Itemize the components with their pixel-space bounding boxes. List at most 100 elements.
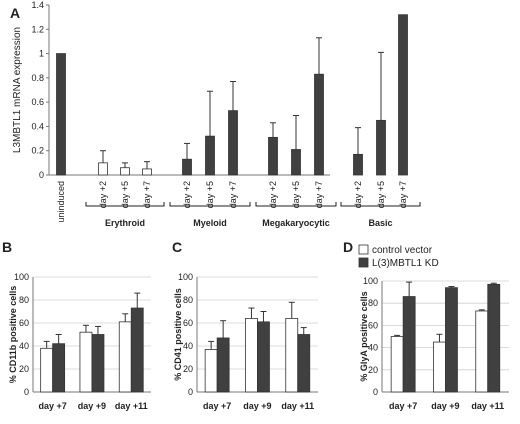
x-tick-label: day +9 bbox=[431, 401, 459, 411]
x-tick-label: day +2 bbox=[268, 181, 278, 208]
group-bracket bbox=[85, 202, 165, 207]
bar bbox=[433, 341, 446, 393]
bar bbox=[142, 168, 152, 176]
y-tick-label: 80 bbox=[19, 295, 29, 305]
bar bbox=[98, 162, 108, 176]
bar bbox=[245, 317, 258, 393]
y-tick-label: 100 bbox=[363, 276, 378, 286]
y-tick-label: 80 bbox=[368, 298, 378, 308]
y-tick-label: 1.2 bbox=[31, 24, 44, 34]
panel-d-chart: D 0 20 40 60 80 100 % GlyA positive cells day +7… bbox=[343, 239, 509, 411]
bar bbox=[390, 336, 404, 393]
bar bbox=[204, 349, 218, 393]
x-tick-label: day +9 bbox=[78, 401, 106, 411]
x-tick-label: day +7 bbox=[314, 181, 324, 208]
y-tick-label: 40 bbox=[183, 341, 193, 351]
y-tick-label: 60 bbox=[19, 318, 29, 328]
bar bbox=[402, 296, 416, 393]
x-tick-label: day +5 bbox=[291, 181, 301, 208]
bar bbox=[205, 135, 215, 176]
x-tick-label: day +11 bbox=[115, 401, 148, 411]
x-tick-label: day +7 bbox=[203, 401, 231, 411]
bar bbox=[268, 136, 278, 176]
legend-swatch bbox=[358, 244, 369, 255]
bar bbox=[40, 347, 54, 393]
bar bbox=[56, 53, 66, 176]
x-tick-label: day +9 bbox=[243, 401, 271, 411]
y-tick-label: 1 bbox=[39, 49, 44, 59]
x-tick-label: uninduced bbox=[56, 181, 66, 223]
y-tick-label: 40 bbox=[368, 343, 378, 353]
x-tick-label: day +5 bbox=[120, 181, 130, 208]
y-axis-title: % GlyA positive cells bbox=[359, 291, 369, 381]
y-tick-label: 40 bbox=[19, 341, 29, 351]
x-tick-label: day +7 bbox=[228, 181, 238, 208]
panel-letter: B bbox=[2, 239, 12, 255]
y-tick-label: 60 bbox=[183, 318, 193, 328]
panel-letter: A bbox=[10, 5, 20, 21]
y-tick-label: 60 bbox=[368, 320, 378, 330]
bar bbox=[376, 119, 386, 176]
y-tick-label: 0.2 bbox=[31, 146, 44, 156]
bar bbox=[475, 310, 489, 393]
panel-letter: D bbox=[343, 239, 353, 255]
panel-c-chart: C 0 20 40 60 80 100 % CD41 positive cells day +7… bbox=[172, 239, 318, 411]
bar bbox=[79, 331, 93, 393]
x-tick-label: day +7 bbox=[39, 401, 67, 411]
bar bbox=[314, 73, 324, 176]
bar bbox=[285, 317, 299, 393]
bar bbox=[130, 307, 144, 393]
y-tick-label: 0 bbox=[24, 387, 29, 397]
bar bbox=[228, 110, 238, 176]
bar bbox=[118, 321, 132, 393]
x-tick-label: day +2 bbox=[353, 181, 363, 208]
y-tick-label: 0.4 bbox=[31, 121, 44, 131]
y-tick-label: 0 bbox=[39, 170, 44, 180]
group-label: Megakaryocytic bbox=[262, 218, 330, 228]
x-tick-label: day +11 bbox=[471, 401, 504, 411]
y-axis-title: % CD11b positive cells bbox=[8, 286, 18, 384]
y-tick-label: 100 bbox=[14, 272, 29, 282]
x-tick-label: day +2 bbox=[98, 181, 108, 208]
group-label: Basic bbox=[368, 218, 392, 228]
group-label: Myeloid bbox=[193, 218, 227, 228]
bar bbox=[216, 337, 230, 393]
bar bbox=[52, 343, 66, 393]
bar bbox=[398, 14, 408, 176]
y-tick-label: 1.4 bbox=[31, 0, 44, 10]
group-label: Erythroid bbox=[105, 218, 145, 228]
y-tick-label: 20 bbox=[368, 365, 378, 375]
y-tick-label: 0 bbox=[188, 387, 193, 397]
panel-letter: C bbox=[172, 239, 182, 255]
bar bbox=[353, 153, 363, 176]
bar bbox=[297, 334, 311, 393]
y-tick-label: 100 bbox=[178, 272, 193, 282]
y-tick-label: 20 bbox=[19, 364, 29, 374]
x-tick-label: day +7 bbox=[398, 181, 408, 208]
x-tick-label: day +5 bbox=[376, 181, 386, 208]
panel-b-chart: B 0 20 40 60 80 100 % CD11b positive cells day +… bbox=[2, 239, 151, 411]
y-tick-label: 0.6 bbox=[31, 97, 44, 107]
x-tick-label: day +5 bbox=[205, 181, 215, 208]
legend-label: L(3)MBTL1 KD bbox=[372, 258, 439, 269]
y-axis-title: L3MBTL1 mRNA expression bbox=[12, 27, 23, 153]
y-axis-title: % CD41 positive cells bbox=[173, 288, 183, 381]
bar bbox=[257, 321, 270, 393]
bar bbox=[182, 158, 192, 176]
legend-swatch bbox=[358, 257, 369, 268]
bar bbox=[487, 283, 501, 393]
bar bbox=[91, 334, 105, 393]
legend-label: control vector bbox=[372, 245, 433, 256]
y-tick-label: 20 bbox=[183, 364, 193, 374]
bar bbox=[445, 287, 458, 393]
group-bracket bbox=[340, 202, 421, 207]
group-bracket bbox=[169, 202, 251, 207]
x-tick-label: day +7 bbox=[142, 181, 152, 208]
group-bracket bbox=[255, 202, 337, 207]
bar bbox=[120, 167, 130, 176]
x-tick-label: day +7 bbox=[389, 401, 417, 411]
y-tick-label: 0 bbox=[373, 387, 378, 397]
x-tick-label: day +11 bbox=[281, 401, 314, 411]
x-tick-label: day +2 bbox=[182, 181, 192, 208]
